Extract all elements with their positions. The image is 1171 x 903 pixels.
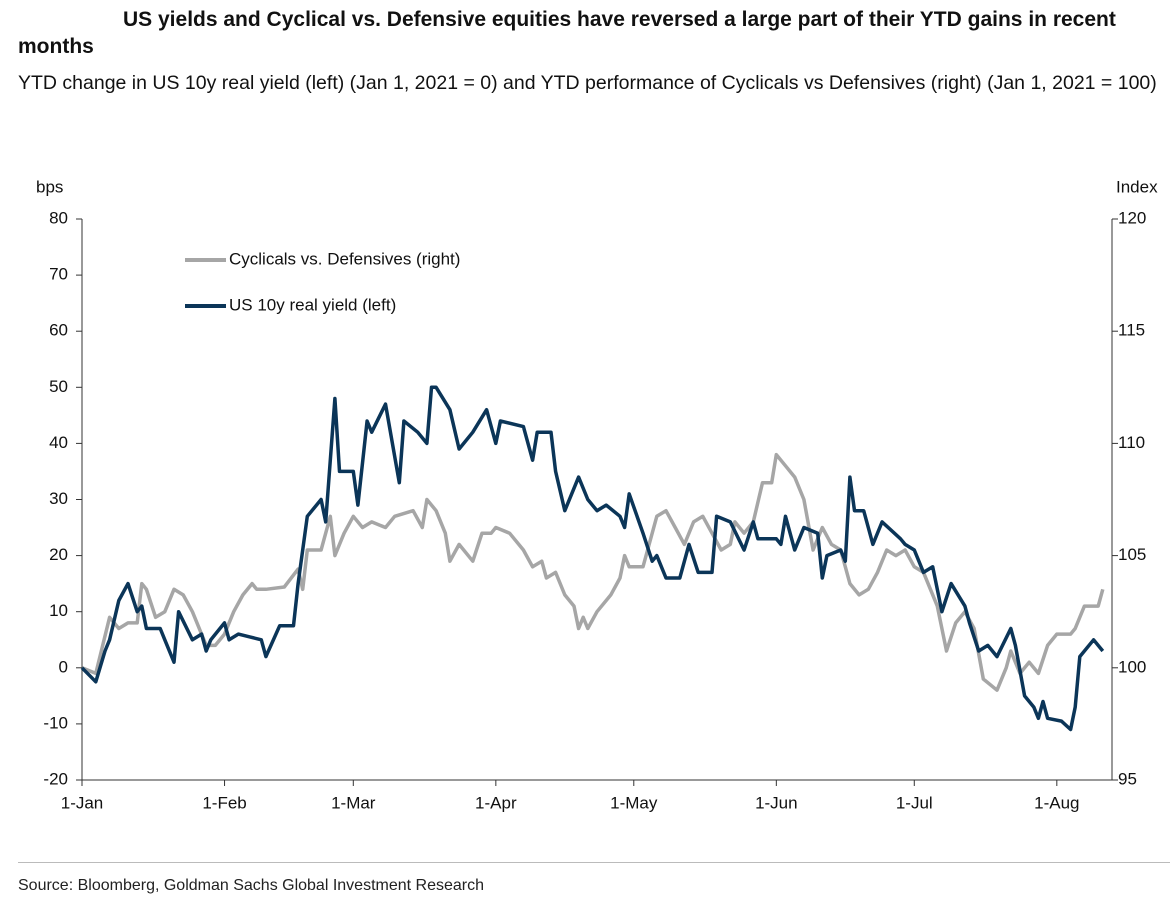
source-note: Source: Bloomberg, Goldman Sachs Global …	[18, 877, 485, 894]
y-tick-label: 50	[49, 377, 68, 396]
y-tick-label: 30	[49, 489, 68, 508]
y-tick-label: 20	[49, 545, 68, 564]
y-axis-label: bps	[36, 177, 63, 196]
chart-title: US yields and Cyclical vs. Defensive equ…	[18, 8, 1116, 58]
y2-tick-label: 105	[1118, 545, 1146, 564]
legend-label: Cyclicals vs. Defensives (right)	[229, 249, 460, 268]
y-tick-label: -20	[43, 769, 68, 788]
chart: bps Index -20 -10 0 10 20 30 40 50 60 70 80 95 100 10…	[36, 177, 1158, 812]
x-tick-label: 1-Mar	[331, 793, 376, 812]
y2-tick-label: 120	[1118, 208, 1146, 227]
legend-label: US 10y real yield (left)	[229, 295, 396, 314]
x-tick-label: 1-Aug	[1034, 793, 1079, 812]
divider	[18, 862, 1170, 863]
x-tick-label: 1-Jun	[755, 793, 798, 812]
x-tick-label: 1-Jul	[896, 793, 933, 812]
y2-tick-label: 100	[1118, 657, 1146, 676]
y2-tick-label: 110	[1118, 433, 1145, 452]
x-tick-label: 1-Jan	[61, 793, 104, 812]
y2-axis-label: Index	[1116, 177, 1158, 196]
y-tick-label: -10	[43, 713, 68, 732]
y-tick-label: 60	[49, 321, 68, 340]
x-tick-label: 1-May	[610, 793, 658, 812]
y-tick-label: 10	[49, 601, 68, 620]
series-line	[81, 452, 1105, 692]
y-tick-label: 80	[49, 208, 68, 227]
chart-subtitle: YTD change in US 10y real yield (left) (…	[18, 72, 1157, 94]
x-tick-label: 1-Apr	[475, 793, 517, 812]
series-line	[80, 385, 1105, 732]
y2-tick-label: 95	[1118, 769, 1137, 788]
y-tick-label: 0	[59, 657, 68, 676]
y2-tick-label: 115	[1118, 321, 1145, 340]
y-tick-label: 40	[49, 433, 68, 452]
y-tick-label: 70	[49, 265, 68, 284]
x-tick-label: 1-Feb	[202, 793, 246, 812]
